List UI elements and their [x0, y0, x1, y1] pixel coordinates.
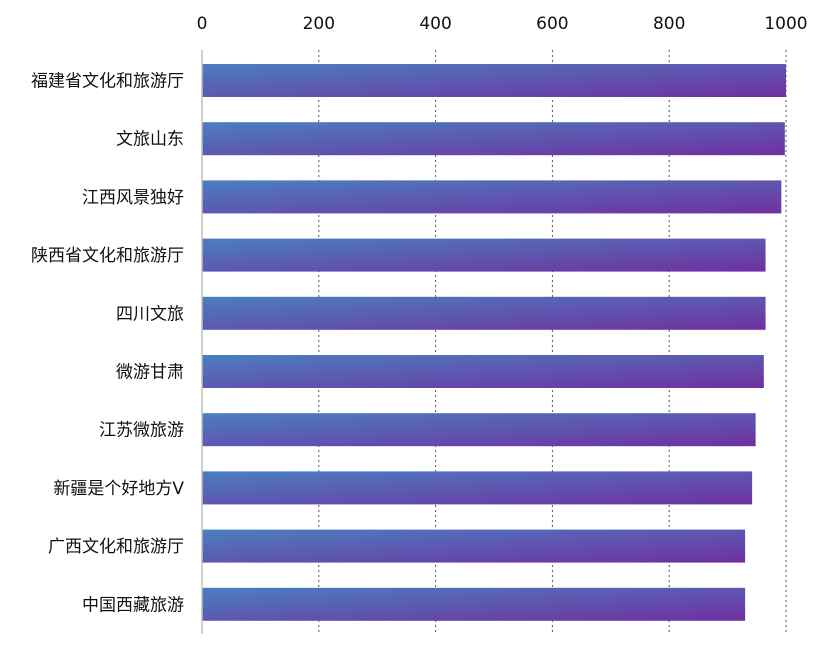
bar-3 — [202, 238, 766, 272]
category-label-6: 江苏微旅游 — [99, 421, 184, 441]
x-tick-label-200: 200 — [303, 14, 335, 34]
x-tick-label-400: 400 — [419, 14, 451, 34]
category-label-9: 中国西藏旅游 — [82, 595, 184, 615]
category-labels: 福建省文化和旅游厅文旅山东江西风景独好陕西省文化和旅游厅四川文旅微游甘肃江苏微旅… — [31, 72, 184, 616]
bar-6 — [202, 413, 756, 447]
bar-9 — [202, 587, 746, 621]
x-tick-label-600: 600 — [536, 14, 568, 34]
bar-7 — [202, 471, 753, 505]
category-label-0: 福建省文化和旅游厅 — [31, 72, 184, 92]
x-tick-label-800: 800 — [653, 14, 685, 34]
x-tick-label-1000: 1000 — [764, 14, 807, 34]
bar-8 — [202, 529, 746, 563]
bars — [202, 64, 786, 621]
bar-0 — [202, 64, 786, 97]
category-label-1: 文旅山东 — [116, 130, 184, 150]
bar-5 — [202, 355, 764, 388]
category-label-4: 四川文旅 — [116, 304, 184, 324]
category-label-5: 微游甘肃 — [116, 363, 184, 383]
bar-4 — [202, 296, 766, 330]
bar-1 — [202, 122, 785, 156]
x-tick-label-0: 0 — [197, 14, 208, 34]
category-label-2: 江西风景独好 — [82, 188, 184, 208]
category-label-8: 广西文化和旅游厅 — [48, 537, 184, 557]
category-label-3: 陕西省文化和旅游厅 — [31, 246, 184, 266]
x-tick-labels: 0 200 400 600 800 1000 — [197, 14, 808, 34]
category-label-7: 新疆是个好地方V — [53, 479, 184, 499]
bar-2 — [202, 180, 782, 214]
